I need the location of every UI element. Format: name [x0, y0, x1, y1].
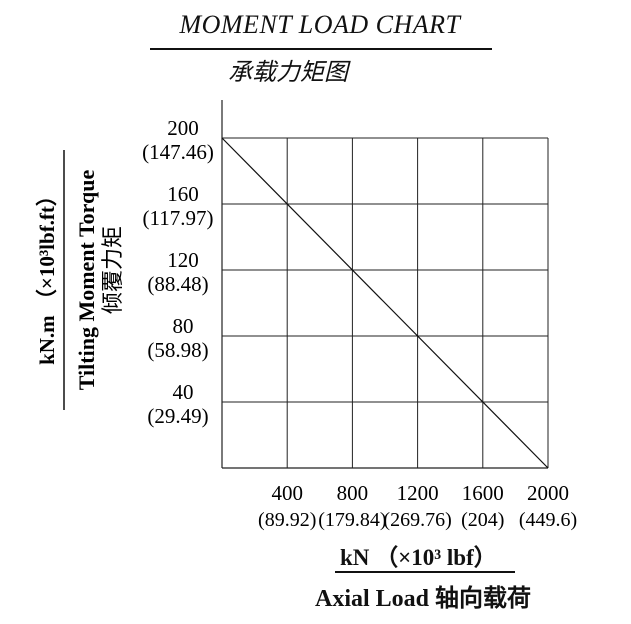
title-underline	[150, 48, 492, 50]
y-axis-units-label: kN.m （×10³lbf.ft）	[35, 185, 59, 365]
y-tick-label: 80	[173, 314, 194, 338]
x-tick-sublabel: (269.76)	[383, 509, 451, 531]
y-tick-sublabel: (147.46)	[142, 140, 214, 164]
y-tick-sublabel: (88.48)	[147, 272, 208, 296]
x-tick-sublabel: (179.84)	[318, 509, 386, 531]
x-axis-label-underline	[335, 571, 515, 573]
x-tick-label: 2000	[527, 481, 569, 505]
x-tick-sublabel: (89.92)	[258, 509, 316, 531]
y-tick-label: 120	[167, 248, 199, 272]
y-tick-label: 40	[173, 380, 194, 404]
y-tick-sublabel: (29.49)	[147, 404, 208, 428]
x-tick-sublabel: (204)	[461, 509, 504, 531]
y-tick-label: 160	[167, 182, 199, 206]
y-axis-title-cn: 倾覆力矩	[100, 226, 125, 314]
chart-subtitle: 承载力矩图	[228, 60, 348, 86]
y-tick-sublabel: (117.97)	[143, 206, 214, 230]
y-axis-title-group: kN.m （×10³lbf.ft） Tilting Moment Torque 倾覆…	[35, 170, 125, 391]
x-axis-units-label: kN （×10³ lbf）	[340, 545, 497, 570]
x-tick-label: 800	[337, 481, 369, 505]
moment-limit-line	[221, 137, 549, 469]
x-tick-label: 1200	[397, 481, 439, 505]
x-axis-title: Axial Load 轴向载荷	[315, 586, 532, 612]
x-tick-sublabel: (449.6)	[519, 509, 577, 531]
y-tick-sublabel: (58.98)	[147, 338, 208, 362]
x-tick-label: 1600	[462, 481, 504, 505]
chart-title: MOMENT LOAD CHART	[179, 10, 461, 39]
y-tick-label: 200	[167, 116, 199, 140]
x-tick-label: 400	[271, 481, 303, 505]
y-axis-title: Tilting Moment Torque	[74, 170, 99, 391]
